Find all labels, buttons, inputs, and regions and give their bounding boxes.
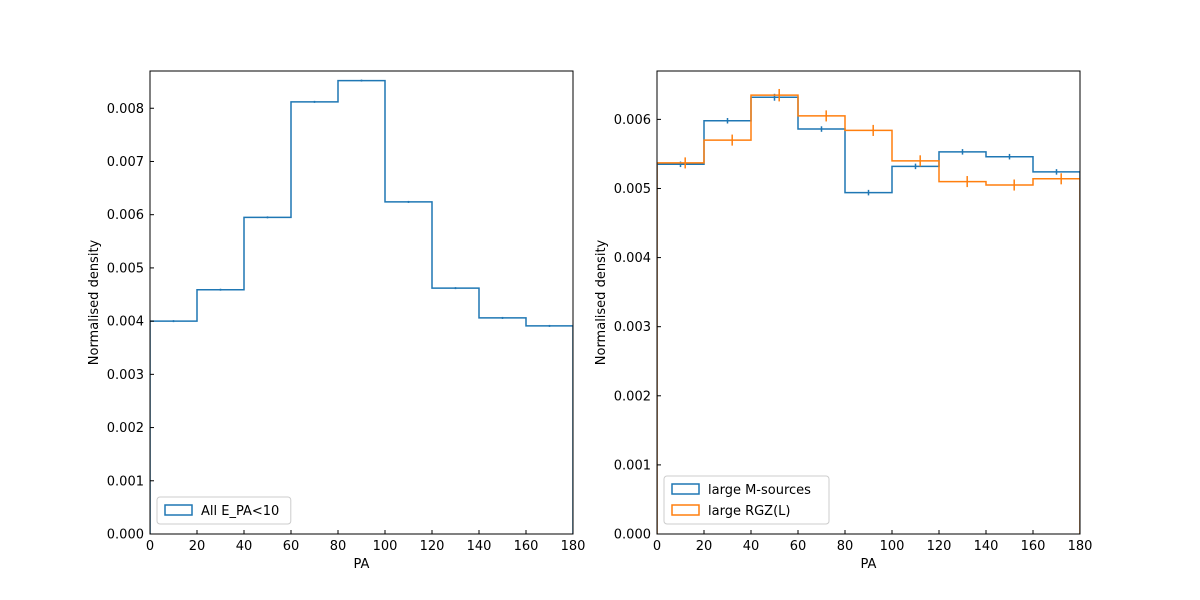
x-tick-label: 180 xyxy=(1068,539,1093,554)
x-tick-label: 140 xyxy=(467,539,492,554)
x-tick-label: 80 xyxy=(330,539,347,554)
legend-swatch xyxy=(164,504,193,516)
plot-area xyxy=(150,79,573,534)
y-tick-label: 0.002 xyxy=(107,421,144,436)
plot-area xyxy=(657,88,1080,534)
x-tick-label: 120 xyxy=(927,539,952,554)
x-tick-label: 20 xyxy=(189,539,206,554)
y-tick-label: 0.005 xyxy=(107,261,144,276)
x-tick-label: 0 xyxy=(653,539,661,554)
y-tick-label: 0.005 xyxy=(614,182,651,197)
legend-swatch xyxy=(671,504,700,516)
legend-label: large M-sources xyxy=(708,483,811,498)
histogram-series-1 xyxy=(657,96,1080,534)
y-tick-label: 0.007 xyxy=(107,155,144,170)
x-axis-label: PA xyxy=(354,557,370,572)
legend-swatch xyxy=(671,483,700,495)
x-tick-label: 20 xyxy=(696,539,713,554)
x-tick-label: 80 xyxy=(837,539,854,554)
legend-label: large RGZ(L) xyxy=(708,504,790,519)
x-tick-label: 160 xyxy=(514,539,539,554)
y-tick-label: 0.008 xyxy=(107,102,144,117)
y-tick-label: 0.001 xyxy=(614,458,651,473)
y-tick-label: 0.004 xyxy=(107,315,144,330)
y-axis-label: Normalised density xyxy=(87,239,102,365)
x-tick-label: 100 xyxy=(373,539,398,554)
y-tick-label: 0.002 xyxy=(614,389,651,404)
histogram-panel-right: 0 20 40 60 80 100 120 140 160 180 0.000 0.001 0.002 0… xyxy=(594,70,1093,572)
legend-frame xyxy=(156,496,292,525)
y-tick-label: 0.003 xyxy=(107,368,144,383)
legend-frame xyxy=(663,475,830,525)
histogram-panel-left: 0 20 40 60 80 100 120 140 160 180 0.000 0.001 0.002 0… xyxy=(87,70,586,572)
y-tick-label: 0.000 xyxy=(614,528,651,543)
x-tick-label: 60 xyxy=(283,539,300,554)
histogram-series-2 xyxy=(657,94,1080,534)
y-tick-label: 0.003 xyxy=(614,320,651,335)
y-tick-label: 0.000 xyxy=(107,528,144,543)
x-tick-label: 40 xyxy=(236,539,253,554)
legend: large M-sources large RGZ(L) xyxy=(663,475,830,525)
x-tick-label: 140 xyxy=(974,539,999,554)
y-axis-label: Normalised density xyxy=(594,239,609,365)
x-tick-label: 60 xyxy=(790,539,807,554)
x-tick-label: 0 xyxy=(146,539,154,554)
y-tick-label: 0.001 xyxy=(107,474,144,489)
legend-label: All E_PA<10 xyxy=(201,504,279,519)
axes-frame xyxy=(656,70,1081,535)
y-tick-label: 0.006 xyxy=(614,113,651,128)
x-tick-label: 100 xyxy=(880,539,905,554)
axes-frame xyxy=(149,70,574,535)
y-tick-label: 0.004 xyxy=(614,251,651,266)
y-tick-label: 0.006 xyxy=(107,208,144,223)
legend: All E_PA<10 xyxy=(156,496,292,525)
x-tick-label: 120 xyxy=(420,539,445,554)
x-axis-label: PA xyxy=(861,557,877,572)
x-tick-label: 160 xyxy=(1021,539,1046,554)
x-tick-label: 40 xyxy=(743,539,760,554)
x-tick-label: 180 xyxy=(561,539,586,554)
histogram-series-1 xyxy=(150,79,573,534)
